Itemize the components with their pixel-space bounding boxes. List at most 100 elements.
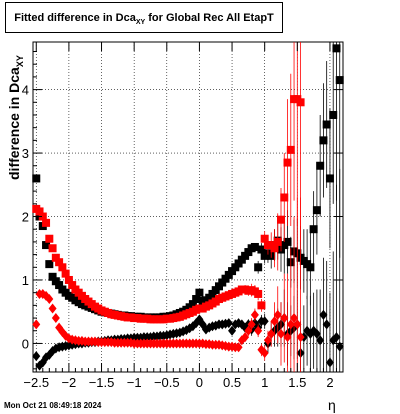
data-point-diamond <box>247 319 256 330</box>
data-point-square <box>51 253 60 262</box>
data-point-square <box>188 300 197 309</box>
data-point-square <box>319 136 328 145</box>
data-point-square <box>283 158 292 167</box>
data-point-square <box>280 193 289 202</box>
y-tick-label: 2 <box>22 210 29 225</box>
y-tick-label: 0 <box>22 336 29 351</box>
data-point-square <box>68 281 77 290</box>
data-point-square <box>283 237 292 246</box>
data-point-diamond <box>45 294 54 305</box>
y-axis-label: difference in DcaXY <box>6 55 25 180</box>
data-point-diamond <box>267 328 276 339</box>
data-point-diamond <box>244 325 253 336</box>
data-point-diamond <box>234 342 243 353</box>
data-point-diamond <box>263 335 272 346</box>
data-point-square <box>250 242 259 251</box>
y-tick-label: 3 <box>22 146 29 161</box>
y-tick-label: 4 <box>22 83 29 98</box>
data-point-square <box>257 245 266 254</box>
timestamp: Mon Oct 21 08:49:18 2024 <box>4 401 102 410</box>
data-point-diamond <box>270 316 279 327</box>
data-point-diamond <box>273 309 282 320</box>
data-point-square <box>64 275 73 284</box>
data-point-square <box>254 263 263 272</box>
data-point-diamond <box>260 316 269 327</box>
data-point-square <box>55 281 64 290</box>
data-point-square <box>260 234 269 243</box>
data-point-diamond <box>296 332 305 343</box>
x-tick-label: −2 <box>61 375 76 390</box>
x-tick-label: 0.5 <box>223 375 241 390</box>
data-point-diamond <box>322 319 331 330</box>
data-point-square <box>42 241 51 250</box>
series-1 <box>32 42 305 324</box>
data-point-square <box>329 110 338 119</box>
data-point-diamond <box>48 303 57 314</box>
data-point-square <box>55 258 64 267</box>
data-point-diamond <box>32 319 41 330</box>
data-point-diamond <box>286 319 295 330</box>
data-point-square <box>48 272 57 281</box>
data-point-square <box>316 161 325 170</box>
data-point-diamond <box>241 332 250 343</box>
data-point-square <box>45 234 54 243</box>
data-point-diamond <box>277 328 285 339</box>
data-point-square <box>48 244 57 253</box>
series-3 <box>32 197 305 372</box>
data-point-square <box>277 215 285 224</box>
data-point-diamond <box>254 325 263 336</box>
x-tick-label: 2 <box>326 375 333 390</box>
data-point-square <box>42 218 51 227</box>
data-point-square <box>61 269 70 278</box>
data-point-square <box>322 120 331 129</box>
data-point-diamond <box>332 332 341 343</box>
x-tick-label: −0.5 <box>154 375 180 390</box>
x-tick-label: 1 <box>261 375 268 390</box>
x-tick-label: −1 <box>127 375 142 390</box>
data-point-square <box>38 212 47 221</box>
y-tick-label: 1 <box>22 273 29 288</box>
plot-axes: −2.5 −2 −1.5 −1 −0.5 0 0.5 1 1.5 2 0 1 2 3 4 <box>22 42 344 390</box>
chart-title: Fitted difference in DcaXY for Global Re… <box>14 12 274 26</box>
data-point-diamond <box>250 309 259 320</box>
data-point-diamond <box>319 309 328 320</box>
data-point-square <box>309 225 318 234</box>
data-point-square <box>296 98 305 107</box>
data-marks <box>32 42 344 372</box>
data-point-diamond <box>58 327 67 338</box>
data-point-diamond <box>280 313 289 324</box>
chart-title-box: Fitted difference in DcaXY for Global Re… <box>5 2 283 33</box>
data-point-square <box>192 295 201 304</box>
data-point-diamond <box>316 335 325 346</box>
data-point-square <box>312 206 321 215</box>
data-point-diamond <box>312 328 321 339</box>
x-tick-label: −1.5 <box>89 375 115 390</box>
data-point-diamond <box>283 332 292 343</box>
data-point-diamond <box>224 318 233 329</box>
data-point-square <box>35 207 44 216</box>
data-point-diamond <box>260 347 269 358</box>
data-point-square <box>45 260 54 269</box>
plot-grid <box>33 42 343 372</box>
data-point-square <box>332 44 341 53</box>
x-tick-label: 1.5 <box>288 375 306 390</box>
data-point-square <box>325 174 334 183</box>
data-point-square <box>270 244 279 253</box>
data-point-square <box>257 301 266 310</box>
data-point-square <box>273 237 282 246</box>
data-point-diamond <box>335 341 344 352</box>
data-point-square <box>306 263 315 272</box>
data-point-diamond <box>325 357 334 368</box>
data-point-square <box>254 289 263 298</box>
x-axis-label: η <box>328 397 336 413</box>
data-point-diamond <box>293 319 302 330</box>
data-point-diamond <box>51 313 60 324</box>
data-point-diamond <box>290 313 299 324</box>
data-point-square <box>195 288 204 297</box>
x-tick-label: −2.5 <box>23 375 49 390</box>
x-tick-label: 0 <box>196 375 203 390</box>
data-point-square <box>58 263 67 272</box>
data-point-diamond <box>228 325 237 336</box>
data-point-square <box>286 145 295 154</box>
